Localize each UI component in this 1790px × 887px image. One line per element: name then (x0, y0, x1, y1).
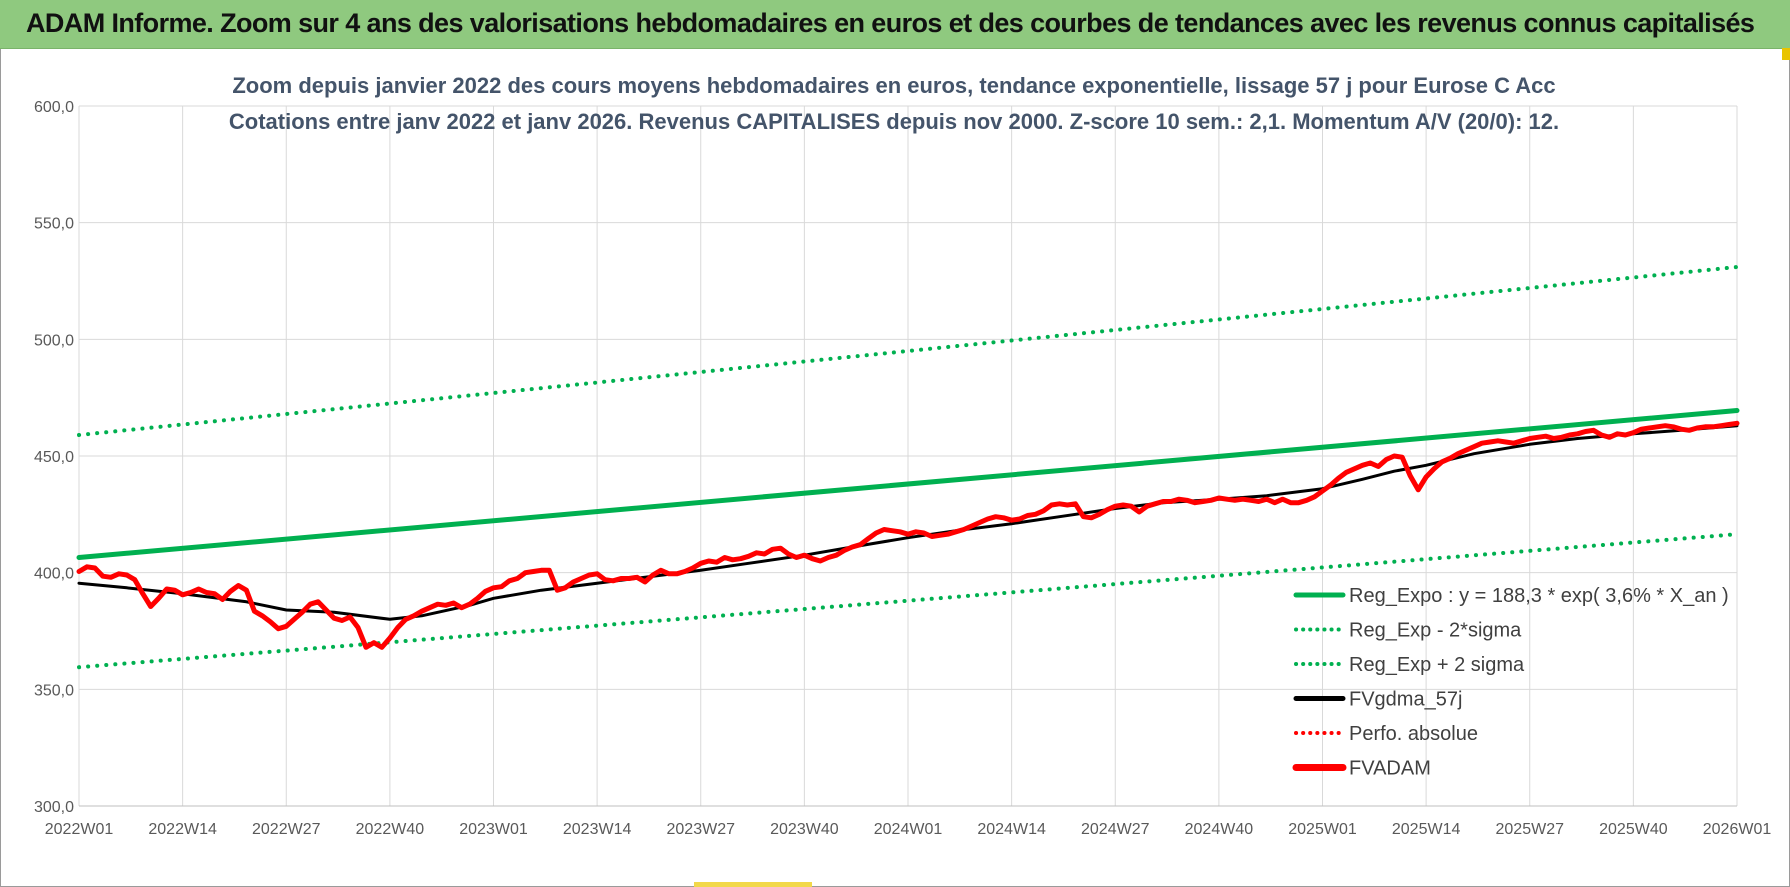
x-tick-label: 2023W14 (563, 821, 632, 838)
x-tick-label: 2025W27 (1496, 821, 1565, 838)
legend-label-1: Reg_Exp - 2*sigma (1349, 620, 1522, 642)
legend-label-2: Reg_Exp + 2 sigma (1349, 654, 1525, 676)
x-tick-label: 2023W01 (459, 821, 528, 838)
x-tick-label: 2024W14 (977, 821, 1046, 838)
legend-label-5: FVADAM (1349, 758, 1431, 780)
chart-subtitle: Cotations entre janv 2022 et janv 2026. … (229, 109, 1559, 134)
chart-legend: Reg_Expo : y = 188,3 * exp( 3,6% * X_an … (1292, 585, 1729, 780)
x-axis-ticks: 2022W01 2022W14 2022W27 2022W40 2023W01 2023W… (45, 821, 1772, 838)
y-tick-label: 350,0 (34, 682, 74, 699)
y-tick-label: 600,0 (34, 99, 74, 116)
legend-label-4: Perfo. absolue (1349, 723, 1478, 745)
legend-label-3: FVgdma_57j (1349, 689, 1462, 711)
x-tick-label: 2024W27 (1081, 821, 1150, 838)
x-tick-label: 2025W14 (1392, 821, 1461, 838)
series-line-0 (76, 408, 1740, 560)
chart-title: Zoom depuis janvier 2022 des cours moyen… (232, 73, 1555, 98)
title-banner: ADAM Informe. Zoom sur 4 ans des valoris… (0, 0, 1790, 49)
x-tick-label: 2022W01 (45, 821, 114, 838)
x-tick-label: 2022W27 (252, 821, 321, 838)
y-tick-label: 300,0 (34, 799, 74, 816)
y-tick-label: 500,0 (34, 332, 74, 349)
x-tick-label: 2025W01 (1288, 821, 1357, 838)
x-tick-label: 2023W40 (770, 821, 839, 838)
y-tick-label: 450,0 (34, 449, 74, 466)
bottom-accent (694, 882, 812, 887)
series-line-5 (76, 420, 1740, 650)
x-tick-label: 2024W40 (1185, 821, 1254, 838)
x-tick-label: 2024W01 (874, 821, 943, 838)
banner-accent (1782, 48, 1790, 60)
y-axis-ticks: 600,0 550,0 500,0 450,0 400,0 350,0 300,0 (34, 99, 74, 816)
legend-label-0: Reg_Expo : y = 188,3 * exp( 3,6% * X_an … (1349, 585, 1729, 607)
chart-series (76, 265, 1740, 670)
x-tick-label: 2022W14 (148, 821, 217, 838)
y-tick-label: 400,0 (34, 566, 74, 583)
x-tick-label: 2022W40 (356, 821, 425, 838)
y-tick-label: 550,0 (34, 216, 74, 233)
x-tick-label: 2023W27 (667, 821, 736, 838)
page-title: ADAM Informe. Zoom sur 4 ans des valoris… (26, 8, 1755, 38)
x-tick-label: 2026W01 (1703, 821, 1772, 838)
chart-grid (78, 105, 1738, 807)
x-tick-label: 2025W40 (1599, 821, 1668, 838)
